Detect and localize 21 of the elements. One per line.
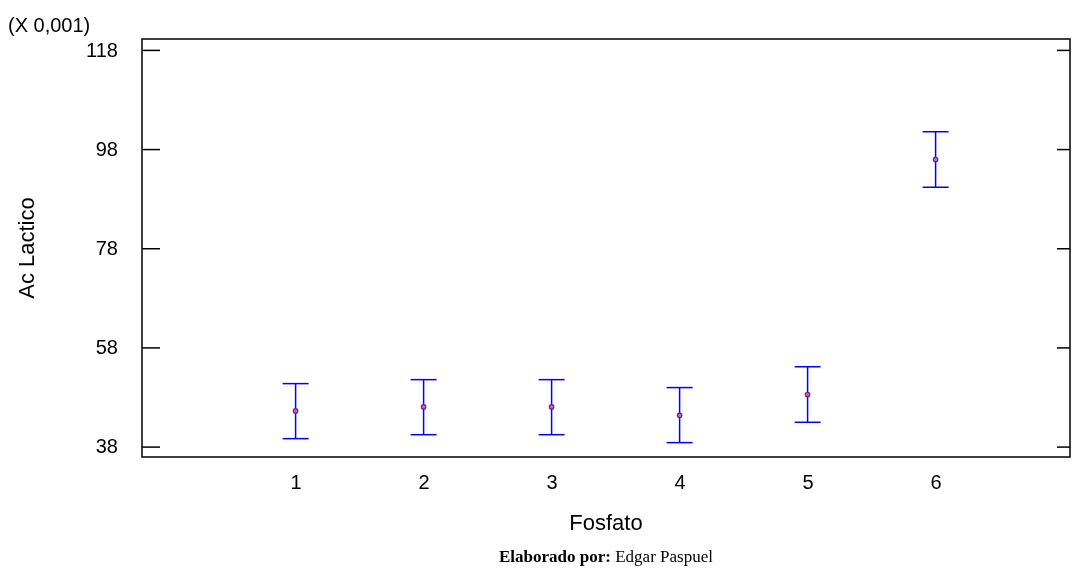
- x-tick-label: 1: [290, 471, 302, 494]
- point: [420, 404, 427, 410]
- point: [932, 156, 939, 163]
- point: [292, 408, 299, 414]
- point: [548, 404, 555, 410]
- point: [804, 391, 811, 398]
- x-tick-label: 2: [418, 471, 430, 494]
- x-tick-label: 3: [546, 471, 558, 494]
- x-tick-label: 4: [674, 471, 686, 494]
- y-tick-label: 118: [86, 38, 118, 61]
- text: (X 0,001): [8, 14, 91, 36]
- y-axis-title: Ac Lactico: [14, 197, 39, 299]
- x-tick-label: 5: [802, 471, 814, 494]
- y-tick-label: 78: [95, 237, 118, 260]
- text: Elaborado por: Edgar Paspuel: [499, 547, 714, 566]
- point: [676, 412, 683, 419]
- y-tick-label: 38: [95, 435, 118, 458]
- y-tick-label: 98: [95, 137, 118, 160]
- x-axis-title: Fosfato: [569, 510, 643, 535]
- y-tick-label: 58: [95, 336, 118, 359]
- x-tick-label: 6: [930, 471, 942, 494]
